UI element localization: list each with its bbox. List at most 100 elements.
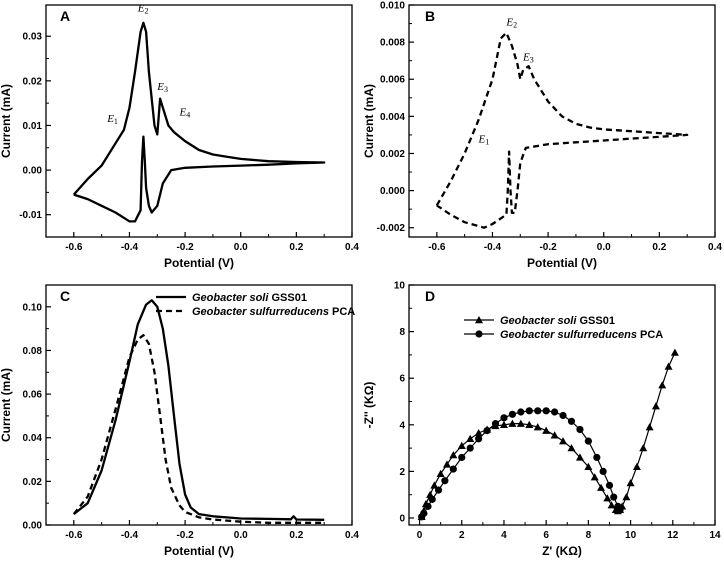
data-point-triangle [597,483,606,491]
data-point-circle [599,467,607,476]
x-tick-label: -0.2 [176,530,194,541]
data-point-triangle [430,481,439,489]
data-point-triangle [632,462,641,470]
data-point-circle [466,444,474,452]
data-point-triangle [516,419,525,427]
plot-frame [408,284,716,526]
x-axis-label: Z' (KΩ) [542,544,582,558]
x-tick-label: 0.4 [345,530,359,541]
data-point-circle [475,435,483,443]
legend-entry: Geobacter soli GSS01 [192,292,307,304]
data-point-circle [483,427,491,435]
peak-annotation: E3 [156,81,168,94]
peak-annotation-main: E [505,16,513,28]
x-tick-label: 0.2 [652,242,666,253]
panel-d: 0 2 4 6 8 10 12 14 0 2 4 6 8 10 Z' (KΩ) -Z'' (KΩ) D Geoba… [362,281,721,559]
peak-annotation-sub: 2 [145,7,149,16]
data-layer [72,299,325,524]
data-point-triangle [508,419,517,427]
x-tick-label: -0.4 [121,242,139,253]
legend-marker-circle [475,330,483,338]
series-line-1 [72,21,326,223]
data-point-triangle [533,423,542,431]
peak-annotation-main: E [137,3,145,15]
y-tick-label: 0.004 [380,112,405,123]
plot-frame [45,284,353,526]
x-tick-label: 6 [543,530,549,541]
data-point-triangle [622,493,631,501]
y-tick-label: 0.04 [23,433,43,444]
panel-letter: B [425,8,435,24]
legend-entry-strain: PCA [329,306,355,318]
data-point-triangle [474,428,483,437]
data-point-circle [584,437,592,445]
data-point-triangle [466,434,475,442]
x-tick-label: 0 [417,530,423,541]
data-point-triangle [550,431,559,439]
legend-entry-strain: GSS01 [576,315,615,327]
legend-marker-triangle [475,316,483,324]
x-tick-label: -0.2 [176,242,194,253]
y-tick-label: 6 [399,374,405,385]
legend-entry: Geobacter sulfurreducens PCA [192,306,355,318]
data-point-circle [559,411,567,420]
x-tick-label: 14 [709,530,721,541]
legend-entry-species: Geobacter soli [192,292,269,304]
peak-annotation: E1 [106,113,118,126]
data-point-triangle [626,479,635,487]
x-tick-label: -0.2 [539,242,557,253]
legend-entry-strain: GSS01 [268,292,307,304]
series-line-1 [435,31,689,229]
data-point-triangle [603,494,612,502]
data-point-circle [610,493,618,501]
peak-annotation-main: E [179,107,187,119]
data-point-triangle [457,441,466,449]
data-layer [417,348,679,521]
data-point-circle [424,502,432,510]
panel-letter: D [425,288,435,304]
x-tick-label: 4 [501,530,507,541]
panel-b: -0.6 -0.4 -0.2 0.0 0.2 0.4 -0.002 0.000 0.002 0.0… [362,1,722,271]
y-tick-label: 0.010 [380,1,405,12]
x-tick-label: 10 [625,530,637,541]
data-point-triangle [658,381,667,389]
peak-annotation-sub: 2 [513,20,517,29]
y-tick-label: 0.06 [23,390,43,401]
data-point-circle [567,417,576,425]
legend-entry-strain: PCA [637,329,663,341]
plot-frame [45,4,353,238]
legend-entry-species: Geobacter soli [500,315,577,327]
panel-a: -0.6 -0.4 -0.2 0.0 0.2 0.4 -0.01 0.00 0.01 0.02 0.… [0,3,359,270]
x-tick-label: -0.6 [428,242,446,253]
data-point-circle [428,495,436,503]
peak-annotation-main: E [106,113,114,125]
legend: Geobacter soli GSS01 Geobacter sulfurredu… [464,315,663,341]
y-tick-label: -0.002 [377,223,406,234]
data-point-circle [616,506,624,514]
data-point-triangle [559,437,568,445]
series-line-2 [72,334,325,524]
y-tick-label: 0.01 [23,121,43,132]
y-tick-label: 0.000 [380,186,405,197]
data-point-triangle [607,501,616,509]
y-tick-label: 0.002 [380,149,405,160]
x-tick-label: 0.0 [234,530,248,541]
y-tick-label: 0 [399,514,405,525]
data-point-triangle [542,426,551,434]
x-tick-label: 0.0 [234,242,248,253]
data-point-circle [542,407,550,415]
data-point-circle [525,407,533,415]
data-point-triangle [442,460,451,468]
data-point-circle [593,453,601,462]
peak-annotation: E3 [522,52,534,65]
data-point-triangle [499,420,508,429]
peak-annotation-sub: 1 [114,117,118,126]
x-tick-label: 0.4 [708,242,722,253]
y-tick-label: 4 [399,420,405,431]
y-tick-label: 8 [399,327,405,338]
panel-letter: C [60,288,70,304]
peak-annotation: E1 [478,133,490,146]
legend: Geobacter soli GSS01 Geobacter sulfurredu… [156,292,355,318]
legend-entry: Geobacter sulfurreducens PCA [500,329,663,341]
data-point-circle [441,477,449,485]
